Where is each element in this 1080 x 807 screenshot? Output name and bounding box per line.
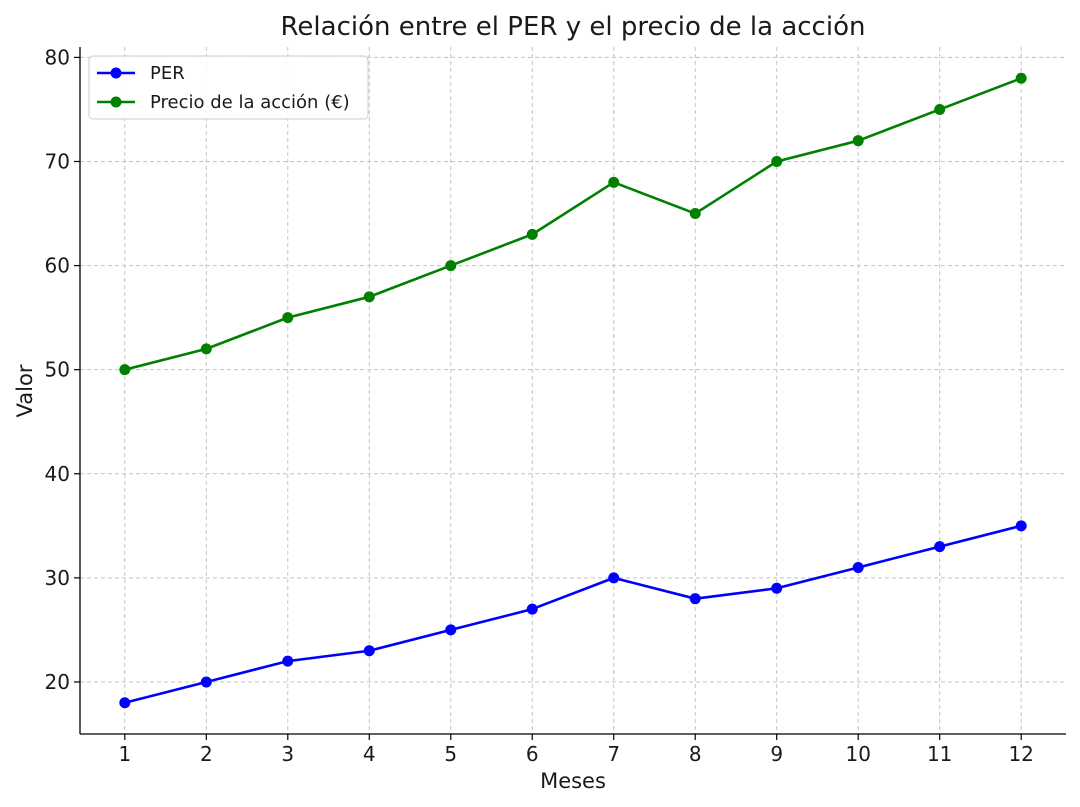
x-tick-label: 10	[845, 742, 870, 766]
chart-title: Relación entre el PER y el precio de la …	[281, 12, 866, 42]
data-point	[363, 291, 375, 303]
data-point	[689, 593, 701, 605]
y-tick-label: 60	[45, 254, 70, 278]
x-tick-label: 9	[770, 742, 783, 766]
y-tick-label: 40	[45, 462, 70, 486]
legend-label: PER	[150, 63, 185, 84]
data-point	[852, 135, 864, 147]
y-tick-label: 80	[45, 45, 70, 69]
axes	[79, 47, 1066, 735]
data-point	[363, 645, 375, 657]
x-tick-label: 6	[526, 742, 539, 766]
data-point	[445, 624, 457, 636]
grid	[80, 47, 1066, 734]
series-1	[119, 72, 1027, 376]
x-tick-label: 7	[607, 742, 620, 766]
data-point	[1015, 72, 1027, 84]
legend-frame	[88, 55, 369, 120]
y-tick-label: 50	[45, 358, 70, 382]
legend: PER Precio de la acción (€)	[88, 55, 369, 120]
data-point	[119, 364, 131, 376]
x-tick-label: 11	[927, 742, 952, 766]
data-point	[526, 228, 538, 240]
data-point	[445, 260, 457, 272]
series-line	[124, 524, 1022, 705]
series-0	[119, 520, 1027, 709]
data-point	[934, 541, 946, 553]
data-point	[282, 655, 294, 667]
legend-swatch-marker	[110, 96, 122, 108]
data-point	[771, 156, 783, 167]
x-tick-label: 12	[1008, 742, 1033, 766]
data-point	[771, 582, 783, 594]
y-tick-label: 30	[45, 566, 70, 590]
x-tick-label: 3	[281, 742, 294, 766]
data-point	[608, 572, 620, 584]
y-tick-label: 70	[45, 150, 70, 174]
data-point	[282, 312, 294, 324]
y-axis-label: Valor	[13, 364, 37, 417]
data-point	[608, 176, 620, 188]
data-point	[934, 103, 946, 115]
x-ticks: 1 2 3 4 5 6 7 8 9 10 11 12	[118, 734, 1034, 766]
data-point	[526, 603, 538, 615]
series-line	[124, 77, 1022, 371]
x-tick-label: 5	[444, 742, 457, 766]
legend-swatch-marker	[110, 67, 122, 79]
data-point	[689, 208, 701, 220]
x-axis-label: Meses	[540, 769, 606, 793]
series	[119, 72, 1027, 709]
x-tick-label: 8	[689, 742, 702, 766]
y-ticks: 20 30 40 50 60 70 80	[45, 45, 80, 694]
y-tick-label: 20	[45, 670, 70, 694]
legend-label: Precio de la acción (€)	[150, 92, 350, 113]
x-tick-label: 1	[118, 742, 131, 766]
data-point	[200, 343, 212, 355]
data-point	[119, 697, 131, 709]
data-point	[200, 676, 212, 688]
x-tick-label: 2	[200, 742, 213, 766]
x-tick-label: 4	[363, 742, 376, 766]
data-point	[1015, 520, 1027, 532]
data-point	[852, 561, 864, 573]
